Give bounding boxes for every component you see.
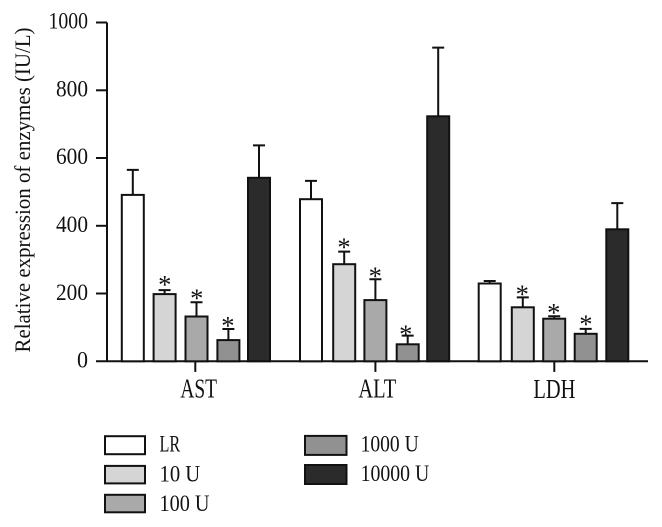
svg-text:10000 U: 10000 U [361, 461, 430, 486]
svg-text:400: 400 [56, 212, 88, 238]
svg-text:*: * [158, 270, 171, 300]
svg-text:100 U: 100 U [160, 491, 210, 516]
svg-text:*: * [579, 309, 592, 339]
svg-text:AST: AST [180, 374, 217, 404]
svg-text:ALT: ALT [358, 374, 396, 404]
svg-text:*: * [399, 319, 412, 349]
svg-text:*: * [337, 232, 350, 262]
svg-text:LR: LR [160, 432, 181, 457]
svg-text:10 U: 10 U [160, 461, 201, 486]
svg-text:*: * [516, 279, 529, 309]
svg-text:*: * [547, 298, 560, 328]
svg-text:1000 U: 1000 U [361, 431, 419, 456]
svg-text:*: * [369, 261, 382, 291]
svg-text:600: 600 [56, 144, 88, 170]
svg-text:*: * [190, 283, 203, 313]
svg-text:800: 800 [56, 77, 88, 103]
svg-text:1000: 1000 [49, 9, 89, 35]
svg-text:200: 200 [56, 280, 88, 306]
svg-text:LDH: LDH [533, 374, 575, 404]
svg-text:Relative expression of enzymes: Relative expression of enzymes (IU/L) [10, 28, 35, 353]
svg-text:0: 0 [77, 348, 88, 374]
svg-text:*: * [221, 310, 234, 340]
